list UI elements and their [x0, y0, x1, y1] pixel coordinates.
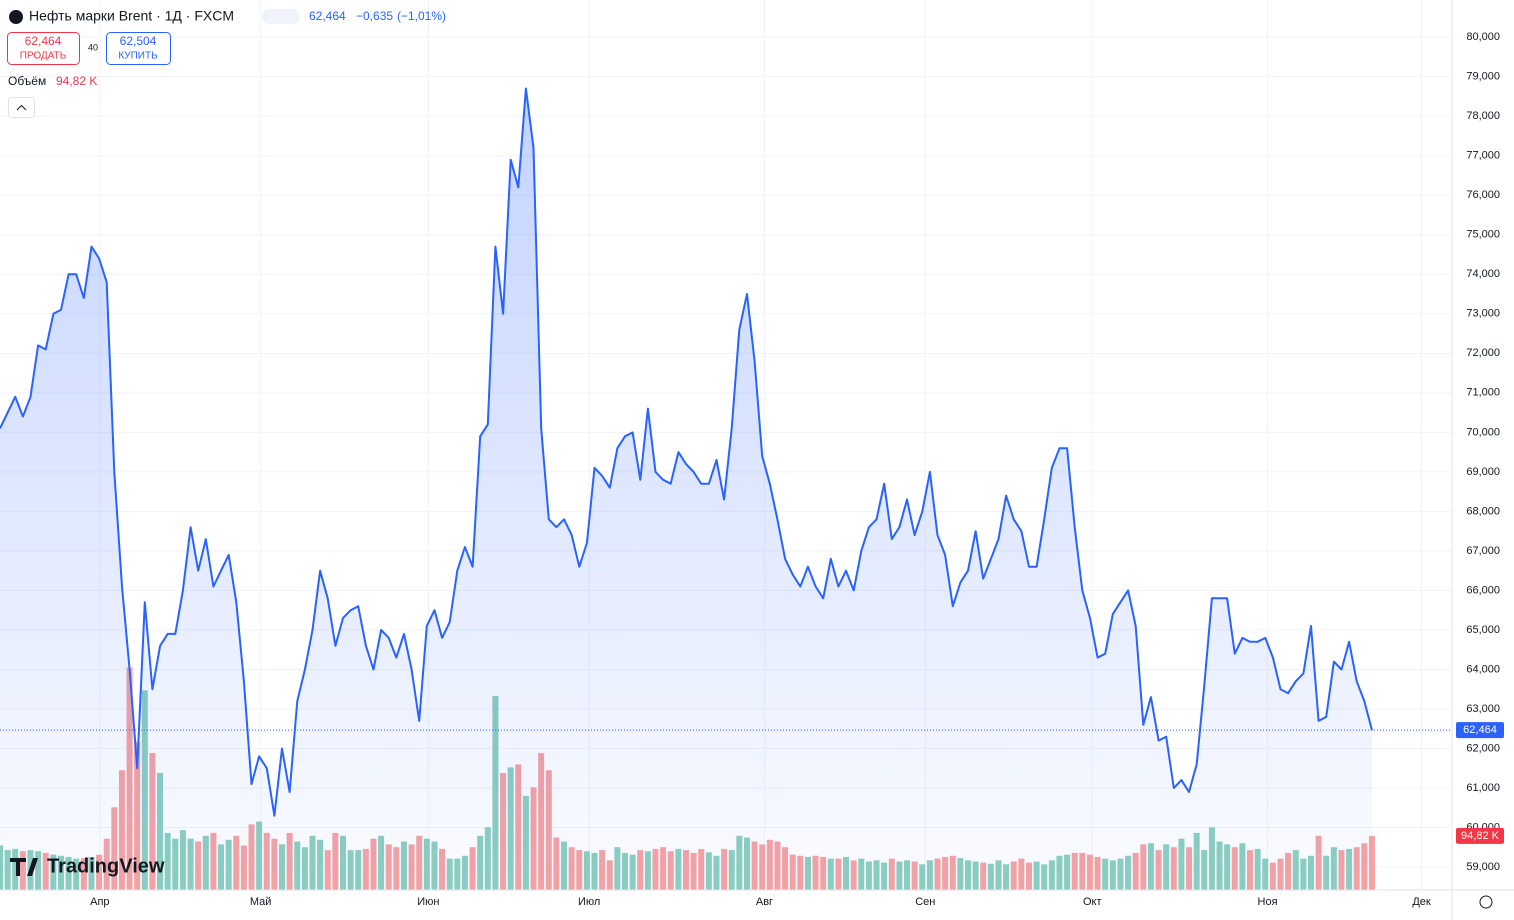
price-area [0, 88, 1372, 890]
y-tick-label: 75,000 [1466, 229, 1500, 241]
y-tick-label: 63,000 [1466, 703, 1500, 715]
x-tick-label: Авг [756, 896, 773, 908]
buy-price: 62,504 [120, 34, 157, 48]
y-tick-label: 76,000 [1466, 189, 1500, 201]
y-tick-label: 59,000 [1466, 861, 1500, 873]
x-tick-label: Июл [578, 896, 600, 908]
x-tick-label: Сен [915, 896, 935, 908]
header-change: −0,635 [356, 9, 393, 23]
volume-legend-value: 94,82 K [56, 74, 97, 88]
sell-label: ПРОДАТЬ [20, 51, 67, 62]
settings-icon[interactable] [1479, 895, 1493, 909]
y-tick-label: 77,000 [1466, 150, 1500, 162]
header-change-pct: (−1,01%) [397, 9, 446, 23]
chart-title: Нефть марки Brent · 1Д · FXCM [29, 8, 234, 24]
last-volume-label: 94,82 K [1461, 830, 1500, 842]
y-tick-label: 61,000 [1466, 782, 1500, 794]
y-tick-label: 72,000 [1466, 347, 1500, 359]
last-price-box [1456, 722, 1504, 739]
y-tick-label: 65,000 [1466, 624, 1500, 636]
x-tick-label: Ноя [1258, 896, 1278, 908]
last-price-label: 62,464 [1463, 724, 1497, 736]
y-tick-label: 79,000 [1466, 71, 1500, 83]
y-tick-label: 73,000 [1466, 308, 1500, 320]
plot-area [0, 0, 1452, 890]
x-tick-label: Апр [90, 896, 109, 908]
y-tick-label: 71,000 [1466, 387, 1500, 399]
x-tick-label: Май [250, 896, 272, 908]
y-tick-label: 78,000 [1466, 110, 1500, 122]
buy-label: КУПИТЬ [118, 51, 158, 62]
y-tick-label: 62,000 [1466, 742, 1500, 754]
flag-icon [262, 9, 300, 24]
y-tick-label: 70,000 [1466, 426, 1500, 438]
symbol-icon [9, 10, 23, 24]
y-tick-label: 68,000 [1466, 505, 1500, 517]
buy-button[interactable] [106, 32, 171, 65]
price-line [0, 87, 1373, 817]
x-tick-label: Дек [1412, 896, 1431, 908]
y-tick-label: 66,000 [1466, 584, 1500, 596]
sell-price: 62,464 [25, 34, 62, 48]
last-volume-box [1456, 827, 1504, 844]
y-tick-label: 67,000 [1466, 545, 1500, 557]
header-price: 62,464 [309, 9, 346, 23]
sell-button[interactable] [7, 32, 80, 65]
x-tick-label: Окт [1083, 896, 1102, 908]
y-tick-label: 80,000 [1466, 31, 1500, 43]
spread: 40 [88, 42, 98, 52]
x-tick-label: Июн [417, 896, 439, 908]
logo-icon [10, 858, 38, 876]
y-tick-label: 69,000 [1466, 466, 1500, 478]
collapse-icon [16, 104, 27, 111]
collapse-button[interactable] [8, 97, 35, 118]
y-tick-label: 74,000 [1466, 268, 1500, 280]
volume-legend-name: Объём [8, 74, 46, 88]
watermark: TradingView [47, 855, 165, 877]
y-tick-label: 64,000 [1466, 663, 1500, 675]
